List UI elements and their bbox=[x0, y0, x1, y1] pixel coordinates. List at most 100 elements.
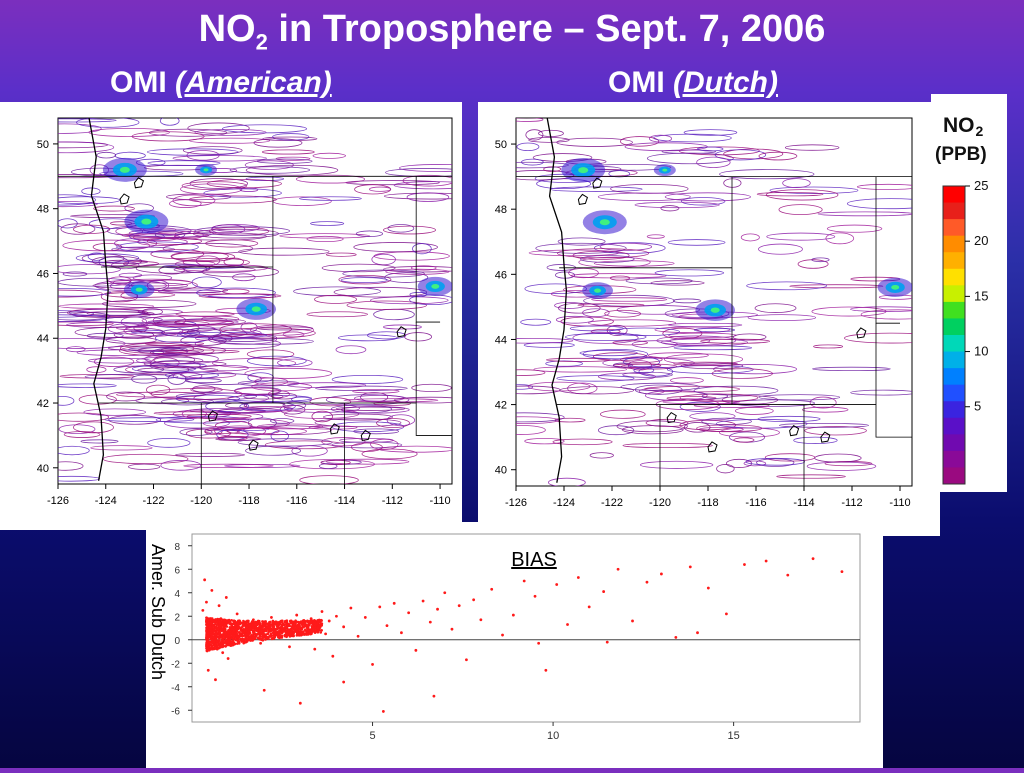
contour-line bbox=[404, 332, 433, 342]
bias-point bbox=[274, 620, 278, 623]
contour-line bbox=[756, 458, 795, 467]
colorbar-swatch bbox=[943, 368, 965, 386]
contour-line bbox=[769, 186, 859, 195]
contour-line bbox=[90, 445, 153, 451]
bias-point bbox=[209, 631, 213, 634]
contour-line bbox=[184, 373, 262, 385]
bias-point bbox=[221, 651, 225, 655]
colorbar-unit: (PPB) bbox=[935, 144, 987, 165]
contour-line bbox=[673, 361, 738, 366]
contour-line bbox=[646, 234, 665, 239]
bias-point bbox=[363, 616, 367, 619]
bias-point bbox=[277, 636, 281, 639]
contour-line bbox=[213, 412, 264, 421]
lake-outline bbox=[248, 439, 259, 451]
contour-line bbox=[593, 260, 675, 267]
lake-outline bbox=[577, 193, 589, 205]
bias-point bbox=[297, 623, 301, 627]
bias-point bbox=[725, 612, 728, 616]
bias-point bbox=[218, 634, 221, 637]
bias-point bbox=[267, 637, 270, 641]
bias-point bbox=[262, 624, 266, 628]
contour-line bbox=[144, 341, 205, 346]
contour-line bbox=[353, 428, 400, 435]
contour-line bbox=[58, 321, 114, 326]
bias-point bbox=[252, 638, 255, 641]
contour-line bbox=[609, 275, 631, 281]
bias-point bbox=[306, 628, 309, 632]
contour-line bbox=[535, 242, 627, 254]
contour-line bbox=[168, 199, 202, 208]
bias-point bbox=[299, 620, 303, 623]
contour-line bbox=[383, 225, 437, 235]
bias-point bbox=[313, 624, 317, 627]
bias-point bbox=[207, 628, 211, 632]
contour-line bbox=[253, 138, 303, 148]
bias-panel: 5 10 15 8 6 4 2 0 -2 -4 -6 BIAS Amer. Sub Dutch bbox=[146, 522, 883, 768]
contour-line bbox=[147, 319, 239, 325]
contour-line bbox=[623, 356, 661, 368]
contour-line bbox=[516, 369, 546, 376]
contour-line bbox=[272, 133, 310, 141]
contour-line bbox=[711, 368, 773, 379]
contour-line bbox=[747, 314, 817, 321]
bias-point bbox=[215, 623, 219, 627]
contour-line bbox=[589, 452, 614, 459]
contour-line bbox=[580, 255, 635, 263]
contour-line bbox=[269, 418, 295, 424]
bias-point bbox=[283, 634, 287, 638]
contour-line bbox=[104, 259, 149, 264]
bias-point bbox=[230, 627, 234, 631]
bias-point bbox=[201, 608, 205, 612]
colorbar-swatch bbox=[943, 467, 965, 485]
contour-line bbox=[83, 408, 147, 416]
contour-line bbox=[604, 309, 642, 318]
contour-line bbox=[817, 211, 912, 217]
contour-line bbox=[142, 308, 163, 316]
contour-line bbox=[719, 427, 780, 438]
contour-line bbox=[353, 242, 438, 253]
bias-point bbox=[276, 625, 280, 629]
bias-point bbox=[205, 600, 208, 604]
lake-outline bbox=[592, 177, 603, 189]
bias-point bbox=[522, 579, 526, 583]
contour-line bbox=[84, 373, 179, 380]
bias-point bbox=[225, 630, 229, 634]
bias-point bbox=[232, 643, 235, 646]
contour-line bbox=[337, 334, 398, 342]
bias-point bbox=[288, 633, 292, 637]
contour-line bbox=[254, 377, 288, 386]
contour-line bbox=[689, 412, 736, 421]
x-tick-label: -114 bbox=[793, 497, 814, 509]
contour-line bbox=[693, 385, 779, 396]
contour-line bbox=[283, 403, 360, 413]
bias-point bbox=[276, 630, 280, 634]
contour-line bbox=[256, 158, 313, 164]
contour-line bbox=[411, 383, 452, 392]
contour-line bbox=[776, 474, 846, 479]
contour-line bbox=[766, 232, 836, 241]
contour-line bbox=[516, 384, 534, 390]
coastline bbox=[546, 118, 568, 483]
bias-point bbox=[587, 605, 591, 609]
bias-y-tick-label: -6 bbox=[171, 706, 180, 717]
contour-line bbox=[577, 303, 645, 308]
contour-line bbox=[120, 316, 148, 328]
contour-line bbox=[649, 134, 672, 143]
american-map-panel: -126 -124 -122 -120 -118 -116 -114 -112 -110 50 48… bbox=[0, 102, 462, 530]
contour-line bbox=[533, 366, 627, 373]
contour-line bbox=[634, 201, 720, 209]
hotspot bbox=[710, 307, 720, 313]
lake-outline bbox=[133, 177, 145, 189]
contour-line bbox=[250, 324, 314, 336]
contour-line bbox=[146, 237, 203, 245]
contour-line bbox=[91, 255, 142, 267]
bias-point bbox=[262, 628, 266, 632]
colorbar-swatch bbox=[943, 401, 965, 419]
contour-line bbox=[383, 324, 422, 330]
contour-line bbox=[516, 412, 565, 423]
contour-line bbox=[719, 169, 815, 180]
bias-point bbox=[268, 626, 272, 630]
contour-line bbox=[236, 427, 307, 436]
contour-line bbox=[670, 377, 704, 384]
